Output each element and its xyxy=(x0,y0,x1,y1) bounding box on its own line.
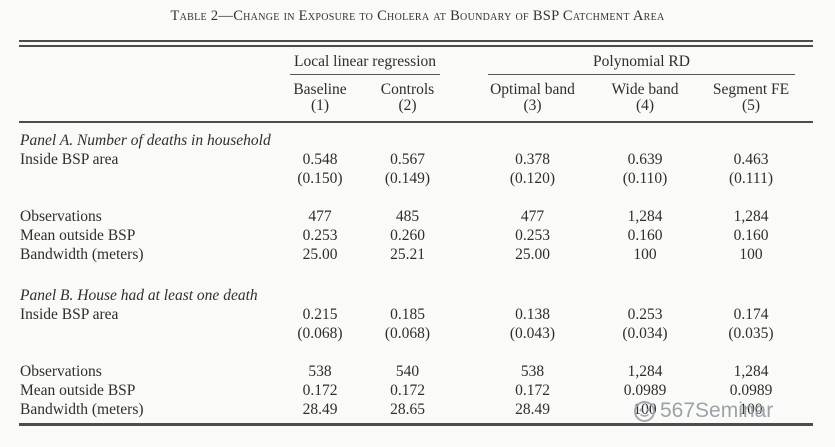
row-label: Inside BSP area xyxy=(20,306,119,323)
cell-value: 100 xyxy=(633,401,657,418)
column-number: (1) xyxy=(310,97,330,114)
column-header-segment-fe: Segment FE (5) xyxy=(690,82,812,114)
top-double-rule xyxy=(19,40,813,47)
panel-a-heading: Panel A. Number of deaths in household xyxy=(20,132,271,149)
row-label: Mean outside BSP xyxy=(20,227,136,244)
cell-value: 25.00 xyxy=(302,246,338,263)
group-header-local-linear: Local linear regression xyxy=(290,53,440,75)
cell-value: (0.150) xyxy=(297,170,343,187)
table-row-mean-outside: Mean outside BSP 0.253 0.260 0.253 0.160… xyxy=(20,226,812,245)
row-label: Observations xyxy=(20,208,102,225)
table-row-bandwidth: Bandwidth (meters) 25.00 25.21 25.00 100… xyxy=(20,245,812,264)
cell-value: 0.253 xyxy=(302,227,338,244)
cell-value: 0.0989 xyxy=(623,382,667,399)
cell-value: (0.110) xyxy=(622,170,668,187)
cell-value: (0.111) xyxy=(728,170,774,187)
table-row-bandwidth: Bandwidth (meters) 28.49 28.65 28.49 100… xyxy=(20,400,812,419)
row-label xyxy=(20,169,290,188)
cell-value: 28.49 xyxy=(515,401,550,418)
row-label: Inside BSP area xyxy=(20,151,119,168)
cell-value: 0.639 xyxy=(627,151,663,168)
table-row-mean-outside: Mean outside BSP 0.172 0.172 0.172 0.098… xyxy=(20,381,812,400)
column-number: (3) xyxy=(523,97,542,114)
column-header-controls: Controls (2) xyxy=(350,82,465,114)
column-header-wide-band: Wide band (4) xyxy=(600,82,690,114)
cell-value: 28.49 xyxy=(302,401,338,418)
table-title: Table 2—Change in Exposure to Cholera at… xyxy=(170,8,665,24)
cell-value: 1,284 xyxy=(733,363,769,380)
bottom-rule xyxy=(19,423,813,426)
cell-value: 538 xyxy=(520,363,545,380)
group-header-row: Local linear regression Polynomial RD xyxy=(20,53,812,75)
cell-value: 0.185 xyxy=(390,306,425,323)
column-number: (5) xyxy=(741,97,761,114)
cell-value: (0.149) xyxy=(384,170,431,187)
cell-value: 100 xyxy=(739,401,763,418)
cell-value: 0.172 xyxy=(390,382,425,399)
column-number: (2) xyxy=(398,97,417,114)
table-row-coefficient: Inside BSP area 0.548 0.567 0.378 0.639 … xyxy=(20,150,812,169)
cell-value: 0.260 xyxy=(390,227,425,244)
cell-value: (0.035) xyxy=(728,325,774,342)
column-label: Controls xyxy=(380,81,435,98)
cell-value: 540 xyxy=(395,363,420,380)
cell-value: 0.172 xyxy=(515,382,550,399)
cell-value: (0.120) xyxy=(509,170,556,187)
column-header-row: Baseline (1) Controls (2) Optimal band (… xyxy=(20,82,812,114)
column-label: Baseline xyxy=(293,81,347,98)
cell-value: 477 xyxy=(308,208,332,225)
cell-value: 485 xyxy=(395,208,420,225)
table-row-coefficient: Inside BSP area 0.215 0.185 0.138 0.253 … xyxy=(20,305,812,324)
cell-value: 0.160 xyxy=(627,227,663,244)
cell-value: 0.160 xyxy=(733,227,769,244)
cell-value: 100 xyxy=(633,246,657,263)
cell-value: (0.034) xyxy=(622,325,668,342)
cell-value: 477 xyxy=(520,208,545,225)
cell-value: 0.463 xyxy=(733,151,769,168)
cell-value: 100 xyxy=(739,246,763,263)
row-label xyxy=(20,324,290,343)
cell-value: 25.21 xyxy=(390,246,425,263)
cell-value: 1,284 xyxy=(733,208,769,225)
cell-value: 0.548 xyxy=(302,151,338,168)
column-header-optimal-band: Optimal band (3) xyxy=(465,82,600,114)
column-header-baseline: Baseline (1) xyxy=(290,82,350,114)
cell-value: 0.174 xyxy=(733,306,769,323)
header-separator-rule xyxy=(19,121,813,123)
table-row-observations: Observations 477 485 477 1,284 1,284 xyxy=(20,207,812,226)
paper-table-page: Table 2—Change in Exposure to Cholera at… xyxy=(0,8,835,447)
row-label: Bandwidth (meters) xyxy=(20,246,144,263)
cell-value: 0.0989 xyxy=(729,382,773,399)
cell-value: (0.043) xyxy=(509,325,556,342)
table-row-standard-errors: (0.150) (0.149) (0.120) (0.110) (0.111) xyxy=(20,169,812,188)
spacer-cell xyxy=(20,82,290,114)
cell-value: 0.378 xyxy=(515,151,550,168)
cell-value: 0.138 xyxy=(515,306,550,323)
row-label: Mean outside BSP xyxy=(20,382,136,399)
cell-value: 0.567 xyxy=(390,151,425,168)
cell-value: 1,284 xyxy=(627,363,663,380)
spacer-cell xyxy=(20,53,290,75)
group-header-polynomial-rd: Polynomial RD xyxy=(488,53,795,75)
column-label: Wide band xyxy=(611,81,679,98)
table-row-observations: Observations 538 540 538 1,284 1,284 xyxy=(20,362,812,381)
cell-value: 25.00 xyxy=(515,246,550,263)
cell-value: 1,284 xyxy=(627,208,663,225)
cell-value: 0.253 xyxy=(515,227,550,244)
cell-value: (0.068) xyxy=(297,325,343,342)
row-label: Observations xyxy=(20,363,102,380)
cell-value: 0.215 xyxy=(302,306,338,323)
column-label: Optimal band xyxy=(490,81,575,98)
cell-value: (0.068) xyxy=(384,325,431,342)
column-number: (4) xyxy=(635,97,655,114)
cell-value: 538 xyxy=(308,363,332,380)
cell-value: 0.172 xyxy=(302,382,338,399)
table-row-standard-errors: (0.068) (0.068) (0.043) (0.034) (0.035) xyxy=(20,324,812,343)
cell-value: 0.253 xyxy=(627,306,663,323)
cell-value: 28.65 xyxy=(390,401,425,418)
panel-b-heading: Panel B. House had at least one death xyxy=(20,287,258,304)
row-label: Bandwidth (meters) xyxy=(20,401,144,418)
column-label: Segment FE xyxy=(712,81,790,98)
